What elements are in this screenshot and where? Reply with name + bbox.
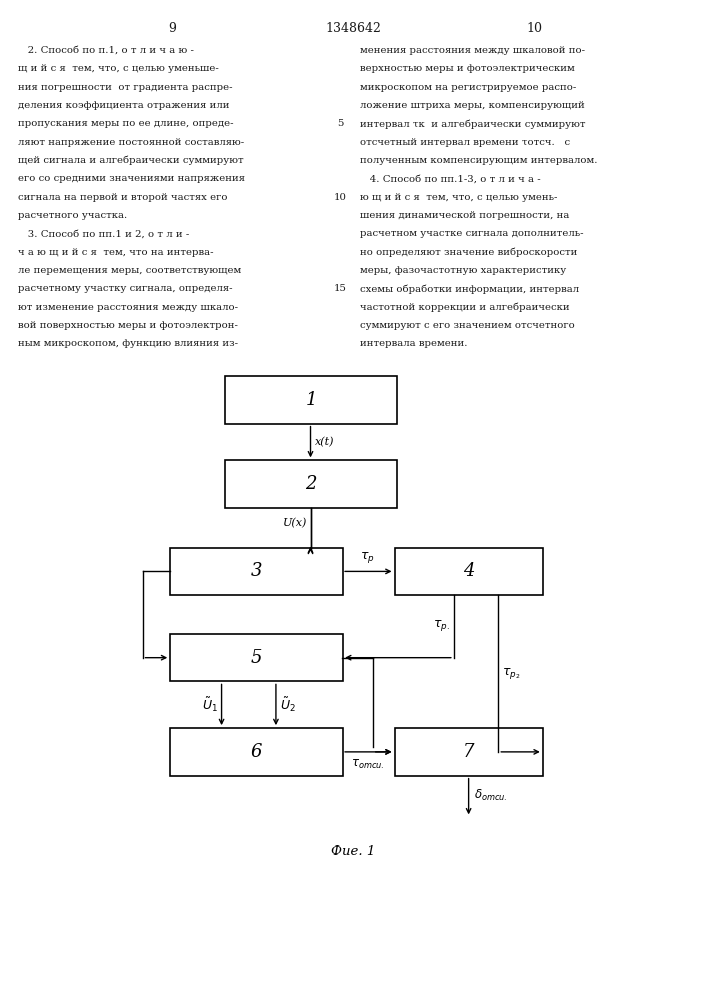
Bar bbox=[170, 548, 343, 595]
Text: ч а ю щ и й с я  тем, что на интерва-: ч а ю щ и й с я тем, что на интерва- bbox=[18, 248, 214, 257]
Text: 4: 4 bbox=[463, 562, 474, 580]
Text: ляют напряжение постоянной составляю-: ляют напряжение постоянной составляю- bbox=[18, 138, 244, 147]
Text: 15: 15 bbox=[334, 284, 346, 293]
Text: 10: 10 bbox=[527, 22, 543, 35]
Text: 6: 6 bbox=[251, 743, 262, 761]
Text: $\tau_p$: $\tau_p$ bbox=[361, 550, 375, 565]
Text: схемы обработки информации, интервал: схемы обработки информации, интервал bbox=[360, 284, 579, 294]
Text: 2. Способ по п.1, о т л и ч а ю -: 2. Способ по п.1, о т л и ч а ю - bbox=[18, 46, 194, 55]
Text: микроскопом на регистрируемое распо-: микроскопом на регистрируемое распо- bbox=[360, 83, 576, 92]
Text: x(t): x(t) bbox=[315, 437, 335, 447]
Text: щ и й с я  тем, что, с целью уменьше-: щ и й с я тем, что, с целью уменьше- bbox=[18, 64, 218, 73]
Text: расчетному участку сигнала, определя-: расчетному участку сигнала, определя- bbox=[18, 284, 233, 293]
Text: интервал τк  и алгебраически суммируют: интервал τк и алгебраически суммируют bbox=[360, 119, 585, 129]
Text: $\tau_{p.}$: $\tau_{p.}$ bbox=[433, 618, 450, 633]
Text: интервала времени.: интервала времени. bbox=[360, 339, 467, 348]
Text: расчетного участка.: расчетного участка. bbox=[18, 211, 127, 220]
Text: его со средними значениями напряжения: его со средними значениями напряжения bbox=[18, 174, 245, 183]
Text: полученным компенсирующим интервалом.: полученным компенсирующим интервалом. bbox=[360, 156, 597, 165]
Text: Фие. 1: Фие. 1 bbox=[331, 845, 375, 858]
Text: $\tilde{U}_2$: $\tilde{U}_2$ bbox=[280, 695, 296, 714]
Text: 5: 5 bbox=[337, 119, 344, 128]
Text: сигнала на первой и второй частях его: сигнала на первой и второй частях его bbox=[18, 193, 228, 202]
Text: ния погрешности  от градиента распре-: ния погрешности от градиента распре- bbox=[18, 83, 233, 92]
Bar bbox=[395, 728, 543, 776]
Bar bbox=[170, 634, 343, 681]
Text: 1: 1 bbox=[305, 391, 317, 409]
Text: верхностью меры и фотоэлектрическим: верхностью меры и фотоэлектрическим bbox=[360, 64, 575, 73]
Text: ют изменение расстояния между шкало-: ют изменение расстояния между шкало- bbox=[18, 303, 238, 312]
Text: 5: 5 bbox=[251, 649, 262, 667]
Text: пропускания меры по ее длине, опреде-: пропускания меры по ее длине, опреде- bbox=[18, 119, 233, 128]
Text: $\tau_{p_2}$: $\tau_{p_2}$ bbox=[502, 666, 520, 681]
Text: $\delta_{omcu.}$: $\delta_{omcu.}$ bbox=[474, 788, 507, 803]
Text: ле перемещения меры, соответствующем: ле перемещения меры, соответствующем bbox=[18, 266, 241, 275]
Text: щей сигнала и алгебраически суммируют: щей сигнала и алгебраически суммируют bbox=[18, 156, 244, 165]
Text: $\tau_{omcu.}$: $\tau_{omcu.}$ bbox=[351, 758, 385, 771]
Text: отсчетный интервал времени τотсч.   с: отсчетный интервал времени τотсч. с bbox=[360, 138, 570, 147]
Text: шения динамической погрешности, на: шения динамической погрешности, на bbox=[360, 211, 569, 220]
Text: 10: 10 bbox=[334, 193, 346, 202]
Text: 7: 7 bbox=[463, 743, 474, 761]
Text: частотной коррекции и алгебраически: частотной коррекции и алгебраически bbox=[360, 303, 570, 312]
Bar bbox=[395, 548, 543, 595]
Text: суммируют с его значением отсчетного: суммируют с его значением отсчетного bbox=[360, 321, 575, 330]
Text: менения расстояния между шкаловой по-: менения расстояния между шкаловой по- bbox=[360, 46, 585, 55]
Text: расчетном участке сигнала дополнитель-: расчетном участке сигнала дополнитель- bbox=[360, 229, 583, 238]
Text: $\tilde{U}_1$: $\tilde{U}_1$ bbox=[201, 695, 218, 714]
Text: 4. Способ по пп.1-3, о т л и ч а -: 4. Способ по пп.1-3, о т л и ч а - bbox=[360, 174, 541, 183]
Text: меры, фазочастотную характеристику: меры, фазочастотную характеристику bbox=[360, 266, 566, 275]
Text: 1348642: 1348642 bbox=[325, 22, 381, 35]
Text: 9: 9 bbox=[168, 22, 176, 35]
Text: U(x): U(x) bbox=[284, 518, 308, 528]
Text: но определяют значение виброскорости: но определяют значение виброскорости bbox=[360, 248, 578, 257]
Bar bbox=[225, 376, 397, 424]
Text: ложение штриха меры, компенсирующий: ложение штриха меры, компенсирующий bbox=[360, 101, 585, 110]
Bar bbox=[170, 728, 343, 776]
Text: деления коэффициента отражения или: деления коэффициента отражения или bbox=[18, 101, 230, 110]
Text: 3. Способ по пп.1 и 2, о т л и -: 3. Способ по пп.1 и 2, о т л и - bbox=[18, 229, 189, 238]
Text: 3: 3 bbox=[251, 562, 262, 580]
Text: 2: 2 bbox=[305, 475, 317, 493]
Text: ным микроскопом, функцию влияния из-: ным микроскопом, функцию влияния из- bbox=[18, 339, 238, 348]
Bar bbox=[225, 460, 397, 508]
Text: вой поверхностью меры и фотоэлектрон-: вой поверхностью меры и фотоэлектрон- bbox=[18, 321, 238, 330]
Text: ю щ и й с я  тем, что, с целью умень-: ю щ и й с я тем, что, с целью умень- bbox=[360, 193, 557, 202]
